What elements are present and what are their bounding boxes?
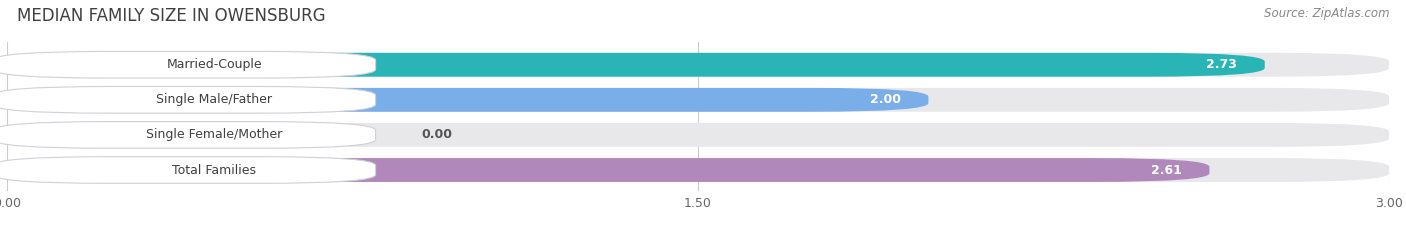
Text: Source: ZipAtlas.com: Source: ZipAtlas.com <box>1264 7 1389 20</box>
FancyBboxPatch shape <box>7 88 928 112</box>
FancyBboxPatch shape <box>7 53 1389 77</box>
FancyBboxPatch shape <box>7 53 1265 77</box>
FancyBboxPatch shape <box>7 158 1209 182</box>
Text: 2.61: 2.61 <box>1152 164 1182 177</box>
FancyBboxPatch shape <box>0 157 375 183</box>
FancyBboxPatch shape <box>0 86 375 113</box>
FancyBboxPatch shape <box>7 158 1389 182</box>
Text: 0.00: 0.00 <box>422 128 453 141</box>
Text: 2.73: 2.73 <box>1206 58 1237 71</box>
FancyBboxPatch shape <box>0 51 375 78</box>
FancyBboxPatch shape <box>7 123 1389 147</box>
FancyBboxPatch shape <box>7 88 1389 112</box>
FancyBboxPatch shape <box>0 122 375 148</box>
Text: 2.00: 2.00 <box>870 93 901 106</box>
Text: Total Families: Total Families <box>173 164 256 177</box>
Text: Single Male/Father: Single Male/Father <box>156 93 273 106</box>
Text: Married-Couple: Married-Couple <box>166 58 262 71</box>
Text: MEDIAN FAMILY SIZE IN OWENSBURG: MEDIAN FAMILY SIZE IN OWENSBURG <box>17 7 326 25</box>
Text: Single Female/Mother: Single Female/Mother <box>146 128 283 141</box>
